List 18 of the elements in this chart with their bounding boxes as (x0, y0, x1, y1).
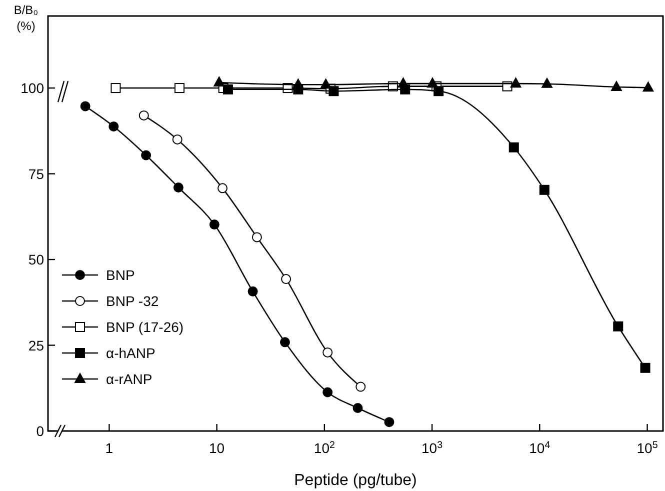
legend-label: BNP (106, 267, 135, 283)
x-tick-label: 10$^{4}$ (529, 440, 551, 456)
x-tick-label: 10 (209, 440, 225, 456)
y-axis-title: B/B₀ (%) (14, 3, 38, 33)
y-tick-label: 50 (28, 252, 44, 268)
x-axis-title: Peptide (pg/tube) (294, 472, 417, 489)
x-tick-label: 10$^{2}$ (314, 440, 335, 456)
legend-label: α-hANP (106, 345, 156, 361)
y-tick-label: 100 (20, 80, 44, 96)
legend-label: α-rANP (106, 371, 152, 387)
y-tick-label: 25 (28, 337, 44, 354)
x-tick-label: 10$^{5}$ (636, 440, 658, 456)
x-tick-label: 10$^{3}$ (422, 440, 444, 456)
x-tick-label: 1 (105, 440, 114, 456)
legend-label: BNP (17-26) (106, 319, 184, 335)
y-tick-label: 0 (36, 423, 44, 439)
legend-label: BNP -32 (106, 293, 159, 309)
y-tick-label: 75 (28, 166, 44, 182)
